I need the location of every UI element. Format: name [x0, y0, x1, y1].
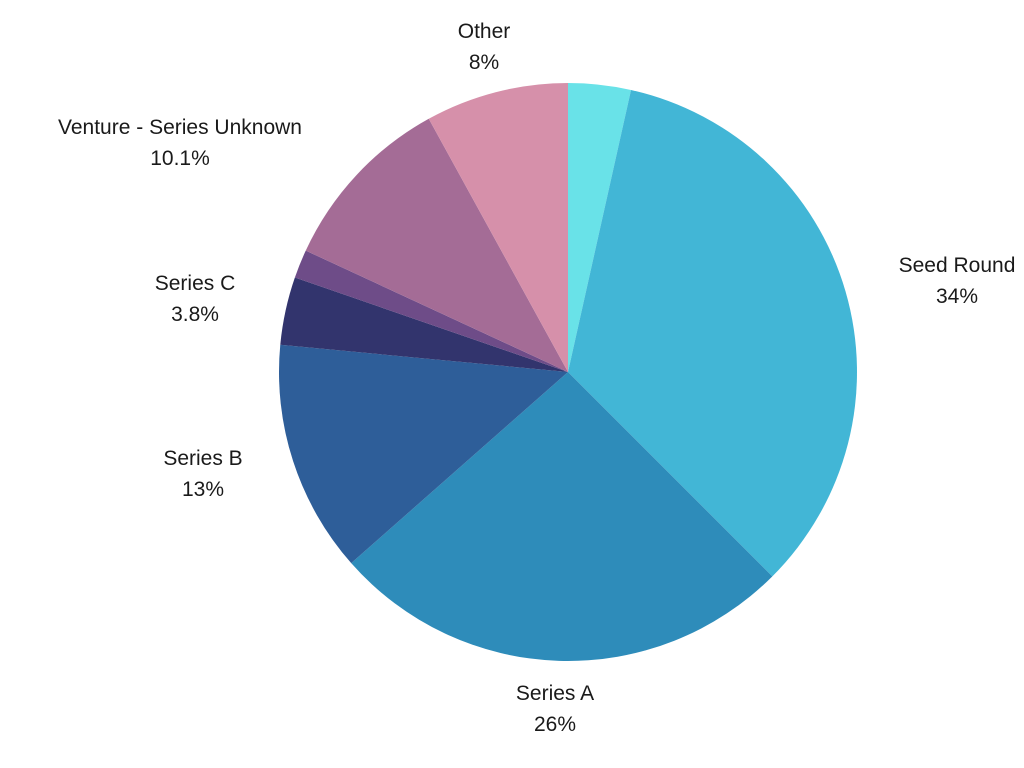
pie-slice-series-c	[280, 277, 568, 372]
label-series-a-name: Series A	[515, 682, 595, 705]
label-other-name: Other	[457, 20, 511, 43]
label-series-b: Series B 13%	[163, 443, 242, 505]
label-other-value: 8%	[468, 51, 500, 74]
label-seed-round-name: Seed Round	[898, 254, 1016, 277]
pie-slice-series-b	[278, 344, 568, 564]
pie-slice-unlabeled	[568, 83, 632, 372]
pie-slice-series-a	[351, 372, 773, 661]
label-series-c: Series C 3.8%	[155, 268, 236, 330]
label-series-c-value: 3.8%	[171, 303, 219, 326]
pie-slice-seed-round	[568, 89, 857, 577]
label-series-a: Series A 26%	[516, 678, 594, 740]
pie-slice-other	[428, 83, 568, 372]
pie-slice-venture-series-unknown	[305, 118, 568, 372]
pie-slice-unlabeled-2	[294, 250, 568, 372]
label-other: Other 8%	[458, 16, 511, 78]
label-seed-round: Seed Round 34%	[899, 250, 1016, 312]
label-series-b-name: Series B	[163, 447, 243, 470]
label-series-a-value: 26%	[533, 713, 577, 736]
label-venture-series-unknown-value: 10.1%	[150, 147, 210, 170]
label-venture-series-unknown: Venture - Series Unknown 10.1%	[58, 112, 302, 174]
label-venture-series-unknown-name: Venture - Series Unknown	[58, 116, 302, 139]
label-series-c-name: Series C	[154, 272, 236, 295]
label-seed-round-value: 34%	[935, 285, 979, 308]
label-series-b-value: 13%	[181, 478, 225, 501]
